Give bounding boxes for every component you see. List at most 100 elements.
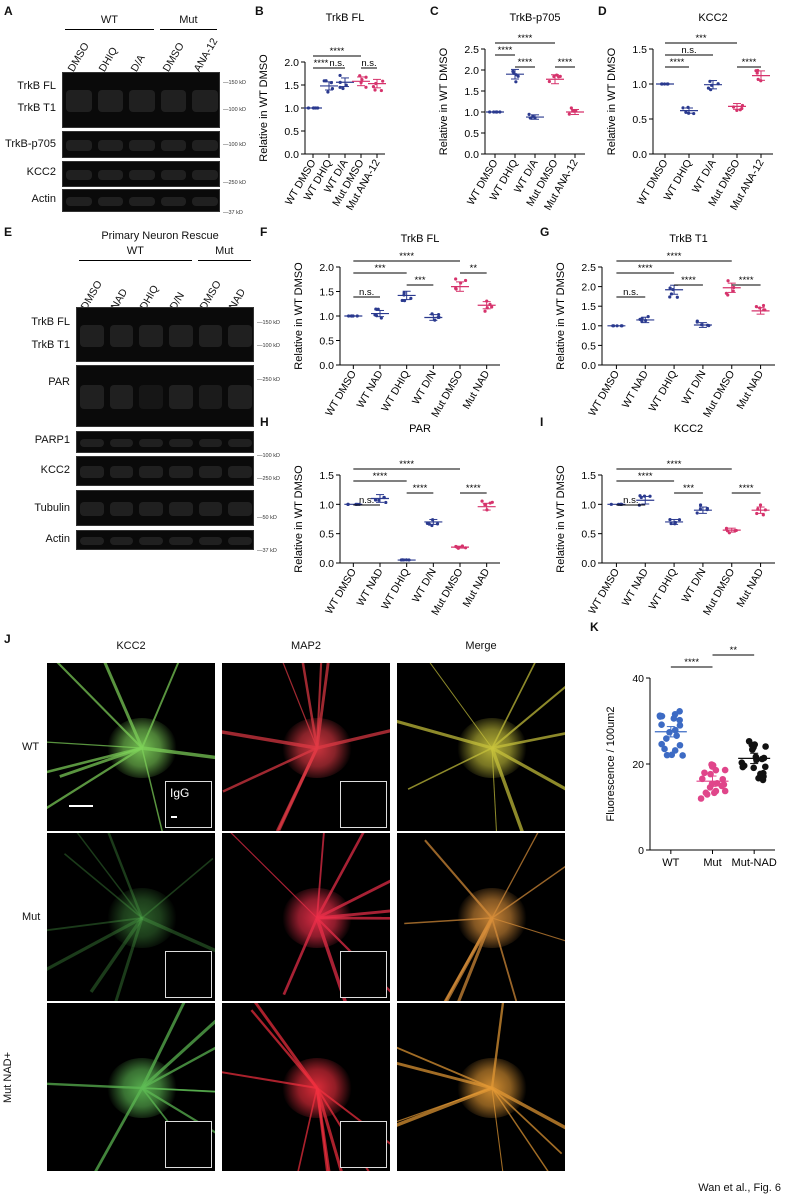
y-tick-label: 0.0 bbox=[319, 360, 334, 372]
sig-label: **** bbox=[518, 57, 533, 68]
dendrite-overlay bbox=[397, 1003, 565, 1171]
micrograph-image bbox=[397, 833, 565, 1001]
dendrite bbox=[103, 663, 144, 749]
sig-label: n.s. bbox=[359, 287, 374, 298]
sig-label: ** bbox=[730, 645, 738, 656]
dendrite bbox=[140, 1003, 186, 1089]
blot-band bbox=[80, 324, 104, 347]
data-point bbox=[656, 713, 664, 720]
data-point bbox=[760, 773, 767, 780]
y-tick-label: 1.0 bbox=[581, 499, 596, 511]
chart-panel-letter: G bbox=[540, 225, 550, 239]
blot-strip bbox=[62, 161, 220, 187]
data-point bbox=[698, 775, 706, 783]
y-tick-label: 0 bbox=[638, 845, 644, 857]
x-tick-label: WT D/N bbox=[680, 369, 709, 407]
y-tick-label: 1.0 bbox=[319, 311, 334, 323]
blot-row-label: Tubulin bbox=[34, 502, 70, 514]
blot-marker: —100 kD bbox=[223, 107, 246, 113]
data-point bbox=[702, 789, 710, 797]
blot-marker: —100 kD bbox=[257, 453, 280, 459]
dendrite bbox=[56, 663, 143, 749]
sig-label: **** bbox=[498, 45, 513, 56]
dendrite bbox=[222, 1071, 318, 1089]
panel-letter-e: E bbox=[4, 225, 13, 239]
data-point bbox=[761, 303, 766, 308]
blot-band bbox=[66, 140, 92, 151]
blot-marker: —37 kD bbox=[257, 548, 277, 554]
data-point bbox=[751, 741, 758, 748]
y-tick-label: 40 bbox=[632, 673, 644, 685]
blot-band bbox=[169, 384, 193, 410]
inset-scale-bar bbox=[171, 816, 177, 818]
sig-label: **** bbox=[684, 657, 699, 668]
blot-band bbox=[129, 169, 155, 181]
data-point bbox=[668, 517, 672, 522]
blot-marker: —250 kD bbox=[257, 476, 280, 482]
blot-lane-label: DMSO bbox=[65, 40, 92, 74]
blot-band bbox=[160, 140, 187, 151]
data-point bbox=[364, 85, 368, 89]
data-point bbox=[668, 286, 672, 290]
dendrite bbox=[254, 1003, 319, 1089]
chart-svg: TrkB FL 0.0 0.5 1.0 1.5 2.0 Relative in WT DMS… bbox=[258, 12, 386, 213]
blot-band bbox=[139, 466, 163, 478]
blot-band bbox=[192, 196, 218, 207]
data-point bbox=[514, 80, 518, 84]
y-tick-label: 1.5 bbox=[319, 287, 334, 299]
igg-control-inset: IgG bbox=[165, 781, 212, 828]
y-tick-label: 1.5 bbox=[319, 470, 334, 482]
micrograph-row-title: Mut NAD+ bbox=[2, 1051, 14, 1103]
micrograph-column-title: MAP2 bbox=[291, 640, 321, 652]
blot-band bbox=[198, 501, 223, 517]
y-tick-label: 0.0 bbox=[632, 149, 647, 161]
data-point bbox=[480, 499, 484, 503]
data-point bbox=[750, 764, 758, 772]
sig-label: **** bbox=[638, 471, 653, 482]
dendrite bbox=[141, 746, 215, 760]
micrograph-column-title: KCC2 bbox=[116, 640, 146, 652]
y-axis-label: Relative in WT DMSO bbox=[606, 47, 618, 155]
igg-control-inset bbox=[340, 951, 387, 998]
data-point bbox=[427, 522, 431, 526]
data-point bbox=[673, 732, 680, 739]
chart-panel-letter: I bbox=[540, 415, 544, 429]
dendrite bbox=[491, 917, 518, 1001]
micrograph-image bbox=[397, 663, 565, 831]
sig-label: **** bbox=[638, 263, 653, 274]
blot-band bbox=[129, 89, 155, 113]
blot-band bbox=[109, 384, 134, 410]
dendrite bbox=[315, 663, 330, 749]
sig-label: **** bbox=[466, 483, 481, 494]
blot-row-label: TrkB FL bbox=[31, 316, 70, 328]
blot-band bbox=[109, 438, 134, 448]
micrograph-image bbox=[222, 1003, 390, 1171]
data-point bbox=[701, 769, 708, 777]
blot-row-label: TrkB T1 bbox=[17, 102, 56, 114]
blot-band bbox=[80, 384, 104, 410]
sig-label: n.s. bbox=[623, 287, 638, 298]
dendrite bbox=[491, 747, 497, 831]
blot-band bbox=[169, 438, 193, 448]
chart-panel: D KCC2 0.0 0.5 1.0 1.5 Relative in WT DMSO WT D… bbox=[598, 4, 783, 219]
data-point bbox=[749, 746, 756, 753]
panel-e-title: Primary Neuron Rescue bbox=[101, 230, 219, 242]
dendrite bbox=[491, 833, 539, 919]
y-axis-label: Relative in WT DMSO bbox=[293, 465, 305, 573]
micrograph-image bbox=[47, 833, 215, 1001]
dendrite bbox=[141, 916, 215, 953]
dendrite bbox=[141, 857, 214, 919]
blot-band bbox=[160, 169, 187, 181]
data-point bbox=[671, 747, 679, 754]
blot-marker: —150 kD bbox=[257, 320, 280, 326]
data-point bbox=[547, 79, 551, 84]
y-tick-label: 0.0 bbox=[464, 149, 479, 161]
dendrite bbox=[222, 730, 318, 750]
blot-strip bbox=[76, 530, 254, 550]
dendrite bbox=[443, 917, 494, 1001]
data-point bbox=[638, 494, 642, 498]
data-point bbox=[720, 781, 728, 788]
dendrite bbox=[47, 917, 143, 932]
dendrite bbox=[490, 1003, 505, 1089]
y-tick-label: 1.0 bbox=[284, 103, 299, 115]
